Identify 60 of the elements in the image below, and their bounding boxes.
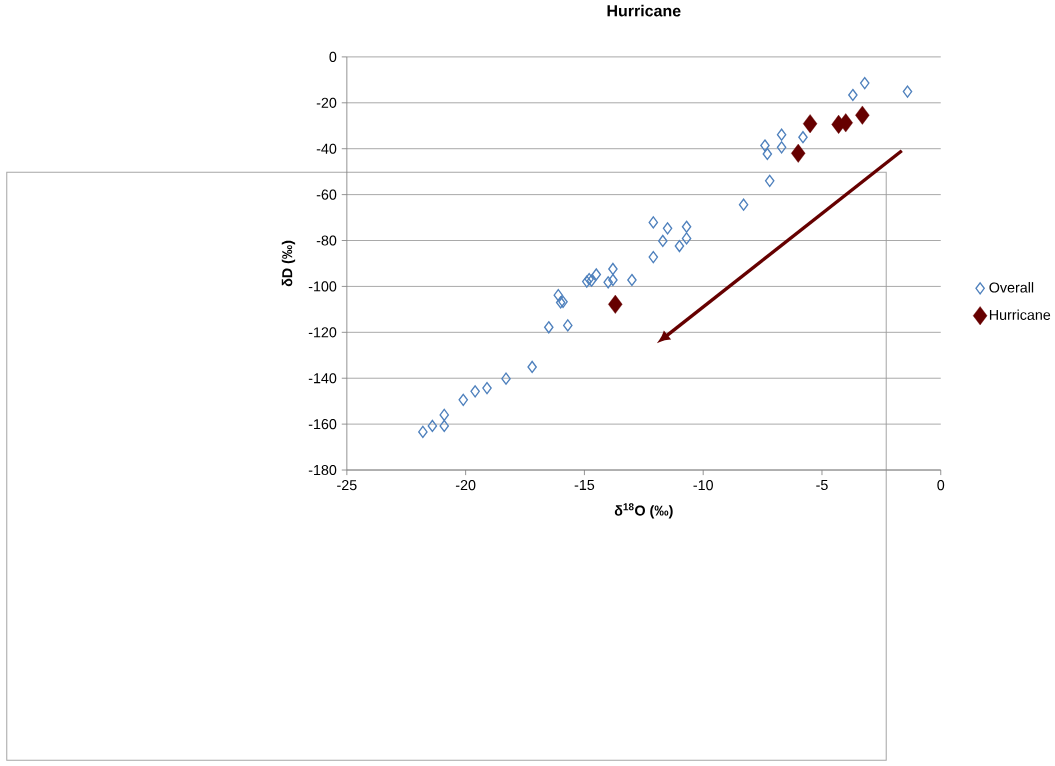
point (648, 216, 659, 229)
y-tick-label: -80 (316, 235, 337, 246)
point (427, 419, 438, 433)
legend-label: Hurricane (989, 309, 1051, 320)
point (627, 273, 637, 287)
point (738, 198, 749, 211)
x-axis-title: δ$^{18}$O (‰) (614, 503, 673, 519)
x-tick-label: -20 (455, 479, 476, 491)
point (760, 139, 770, 152)
point (501, 372, 511, 385)
point (848, 88, 858, 102)
point (527, 360, 537, 374)
point (662, 222, 673, 235)
point (591, 268, 602, 281)
point (798, 131, 808, 144)
y-tick-label: -100 (308, 281, 337, 292)
point (418, 425, 428, 439)
point (543, 321, 554, 334)
y-axis-title: δD (‰) (281, 240, 296, 287)
y-tick-label: -140 (308, 373, 337, 384)
y-tick-label: 0 (329, 51, 337, 62)
point (902, 85, 913, 98)
point (838, 113, 853, 133)
point (608, 273, 618, 287)
point (762, 147, 773, 161)
point (681, 232, 692, 245)
point (439, 408, 450, 422)
point (482, 381, 492, 395)
point (608, 294, 623, 314)
point (776, 128, 787, 141)
point (658, 234, 668, 248)
point (553, 288, 564, 302)
point (603, 276, 613, 289)
point (802, 114, 818, 134)
point (855, 105, 870, 125)
y-tick-label: -40 (316, 143, 337, 154)
y-tick-label: -20 (316, 97, 337, 108)
point (439, 419, 450, 433)
point (681, 220, 692, 233)
chart-title: Hurricane (607, 4, 681, 17)
point (859, 76, 870, 90)
point (648, 250, 659, 264)
x-tick-label: 0 (937, 479, 945, 491)
legend-label: Overall (989, 282, 1034, 293)
point (470, 385, 480, 398)
point (674, 239, 685, 253)
point (776, 141, 787, 154)
point (791, 143, 806, 163)
point (764, 174, 775, 187)
x-tick-label: -5 (816, 479, 828, 490)
x-tick-label: -10 (693, 479, 713, 491)
y-tick-label: -60 (316, 189, 337, 200)
point (562, 319, 573, 332)
y-tick-label: -120 (308, 327, 337, 338)
x-tick-label: -15 (574, 479, 595, 490)
point (458, 393, 469, 406)
y-tick-label: -180 (308, 464, 337, 476)
x-tick-label: -25 (337, 479, 357, 491)
point (608, 262, 618, 276)
y-tick-label: -160 (308, 419, 337, 430)
